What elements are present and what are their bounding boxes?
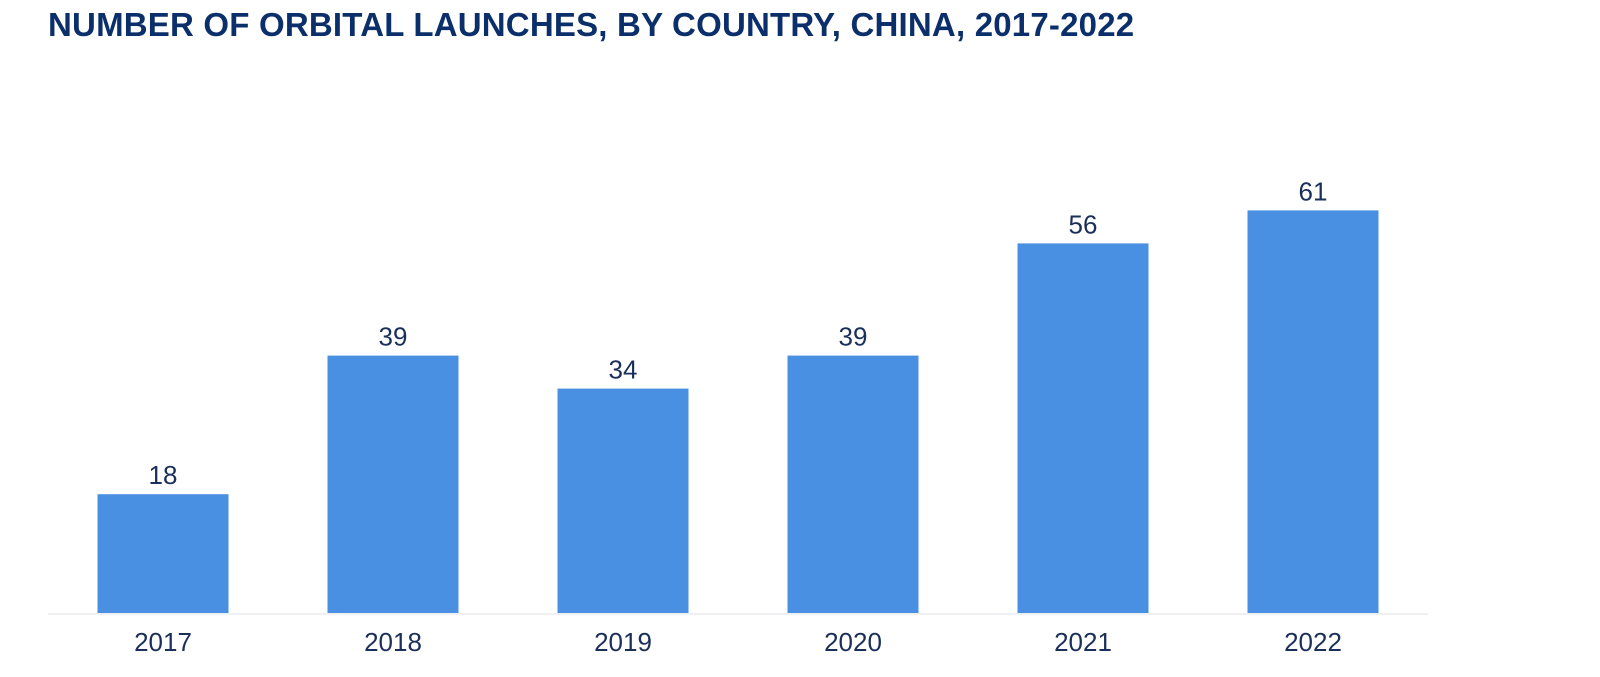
bars-group <box>97 210 1379 613</box>
x-tick-label-2019: 2019 <box>594 627 652 657</box>
bar-2018 <box>327 355 459 613</box>
x-tick-label-2021: 2021 <box>1054 627 1112 657</box>
bar-2022 <box>1247 210 1379 613</box>
data-label-2021: 56 <box>1069 209 1098 239</box>
x-tick-labels-group: 2017 2018 2019 2020 2021 2022 <box>134 627 1342 657</box>
data-label-2022: 61 <box>1299 176 1328 206</box>
data-label-2019: 34 <box>609 355 638 385</box>
bar-2021 <box>1017 243 1149 613</box>
bar-2017 <box>97 494 229 613</box>
x-tick-label-2018: 2018 <box>364 627 422 657</box>
bar-2020 <box>787 355 919 613</box>
x-tick-label-2020: 2020 <box>824 627 882 657</box>
x-tick-label-2017: 2017 <box>134 627 192 657</box>
data-label-2018: 39 <box>379 322 408 352</box>
data-label-2020: 39 <box>839 322 868 352</box>
data-label-2017: 18 <box>149 460 178 490</box>
chart-title: NUMBER OF ORBITAL LAUNCHES, BY COUNTRY, … <box>48 6 1135 43</box>
data-labels-group: 18 39 34 39 56 61 <box>149 176 1328 490</box>
bar-2019 <box>557 388 689 613</box>
x-tick-label-2022: 2022 <box>1284 627 1342 657</box>
